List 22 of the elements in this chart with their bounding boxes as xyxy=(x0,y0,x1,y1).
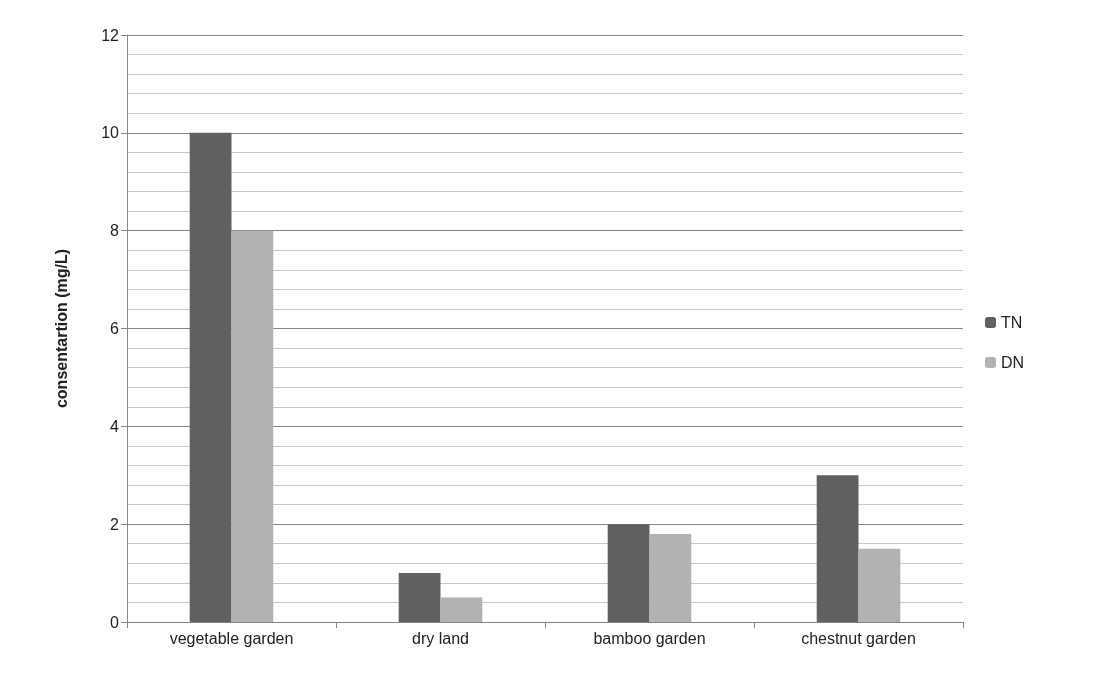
y-tick-label: 10 xyxy=(101,124,120,142)
y-tick-label: 12 xyxy=(101,26,120,44)
y-tick-label: 2 xyxy=(110,515,120,533)
x-tick-label: vegetable garden xyxy=(169,629,294,647)
y-tick-label: 6 xyxy=(110,320,120,337)
y-tick-label: 0 xyxy=(110,613,120,631)
bar xyxy=(440,597,483,622)
legend-label: DN xyxy=(1001,354,1025,371)
bar xyxy=(816,475,859,622)
x-tick-label: chestnut garden xyxy=(801,629,916,647)
bar xyxy=(231,230,274,622)
bar xyxy=(649,533,692,622)
legend-label: TN xyxy=(1001,314,1023,331)
y-tick-label: 8 xyxy=(110,222,120,240)
x-tick-label: bamboo garden xyxy=(593,629,706,647)
bar xyxy=(607,524,650,622)
bar xyxy=(189,132,232,622)
bar xyxy=(398,573,441,622)
x-tick-label: dry land xyxy=(412,629,469,647)
bar xyxy=(858,548,901,622)
y-axis-title: consentartion (mg/L) xyxy=(52,248,70,409)
y-tick-label: 4 xyxy=(110,417,120,435)
